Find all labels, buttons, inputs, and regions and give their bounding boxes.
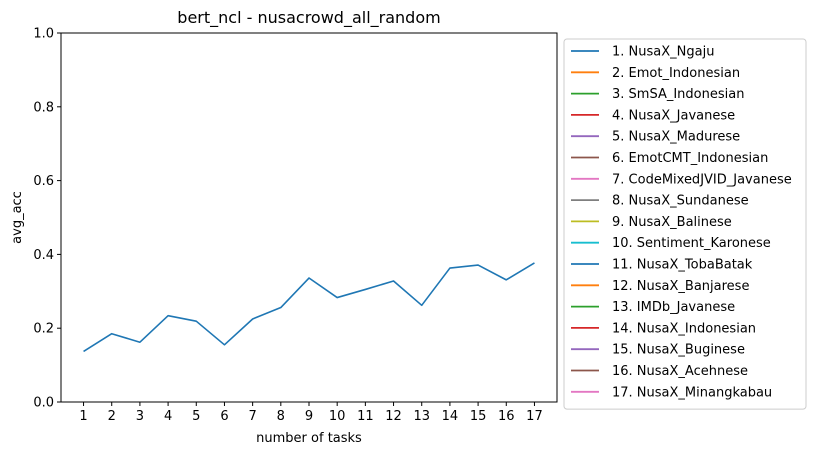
plot-area: 1 2 3 4 5 6 7 8 9 10 11 12 13 14 15 16 170.00.20.40.60.8…: [33, 27, 542, 425]
x-tick-label: 8: [277, 409, 285, 424]
y-tick-label: 0.0: [33, 396, 54, 411]
legend-label: 4. NusaX_Javanese: [612, 108, 735, 123]
legend-label: 15. NusaX_Buginese: [612, 343, 745, 358]
y-tick-label: 0.4: [33, 248, 54, 263]
x-tick-label: 4: [164, 409, 172, 424]
x-tick-label: 1: [79, 409, 87, 424]
y-tick-label: 1.0: [33, 27, 54, 42]
legend-frame: [563, 38, 807, 410]
y-axis-label: avg_acc: [10, 191, 25, 244]
legend: 1. NusaX_Ngaju 2. Emot_Indonesian 3. SmSA_…: [563, 38, 807, 410]
legend-label: 11. NusaX_TobaBatak: [612, 258, 753, 273]
legend-label: 7. CodeMixedJVID_Javanese: [612, 172, 792, 187]
x-tick-label: 2: [108, 409, 116, 424]
y-tick-label: 0.8: [33, 100, 54, 115]
x-axis-label: number of tasks: [256, 431, 362, 446]
legend-label: 2. Emot_Indonesian: [612, 66, 740, 81]
legend-label: 6. EmotCMT_Indonesian: [612, 151, 768, 166]
chart-title: bert_ncl - nusacrowd_all_random: [177, 8, 440, 28]
x-tick-label: 17: [526, 409, 543, 424]
legend-label: 12. NusaX_Banjarese: [612, 279, 749, 294]
legend-label: 5. NusaX_Madurese: [612, 130, 740, 145]
x-tick-label: 6: [220, 409, 228, 424]
x-tick-label: 11: [357, 409, 374, 424]
legend-label: 14. NusaX_Indonesian: [612, 321, 756, 336]
legend-label: 16. NusaX_Acehnese: [612, 364, 748, 379]
legend-label: 9. NusaX_Balinese: [612, 215, 732, 230]
legend-label: 13. IMDb_Javanese: [612, 300, 735, 315]
x-tick-label: 16: [498, 409, 515, 424]
legend-label: 1. NusaX_Ngaju: [612, 45, 714, 60]
legend-label: 17. NusaX_Minangkabau: [612, 385, 772, 400]
x-tick-label: 3: [136, 409, 144, 424]
y-tick-label: 0.2: [33, 322, 54, 337]
legend-label: 3. SmSA_Indonesian: [612, 87, 744, 102]
y-tick-label: 0.6: [33, 174, 54, 189]
legend-label: 10. Sentiment_Karonese: [612, 236, 771, 251]
x-tick-label: 14: [442, 409, 459, 424]
x-tick-label: 7: [248, 409, 256, 424]
legend-label: 8. NusaX_Sundanese: [612, 194, 749, 209]
x-tick-label: 10: [329, 409, 346, 424]
x-tick-label: 5: [192, 409, 200, 424]
series-line-1: [83, 262, 535, 353]
x-tick-label: 9: [305, 409, 313, 424]
x-tick-label: 15: [470, 409, 487, 424]
x-tick-label: 13: [413, 409, 430, 424]
x-tick-label: 12: [385, 409, 402, 424]
axes-frame: [60, 32, 558, 403]
